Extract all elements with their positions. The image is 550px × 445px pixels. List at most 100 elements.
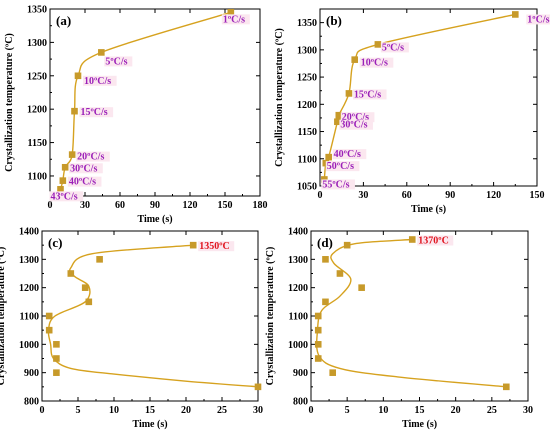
x-tick-label: 30: [523, 405, 533, 416]
y-tick-label: 1100: [289, 312, 308, 323]
panel-label: (b): [326, 13, 342, 28]
x-axis-label: Time (s): [132, 419, 167, 430]
data-point: [335, 111, 343, 119]
y-tick-label: 900: [24, 368, 39, 379]
data-point: [68, 151, 76, 158]
y-tick-label: 800: [293, 397, 308, 408]
plot-frame: [310, 230, 529, 402]
cooling-rate-label: 30ºC/s: [340, 120, 367, 131]
y-tick-label: 1350: [297, 18, 317, 29]
x-tick-label: 60: [115, 200, 125, 211]
rate-label-bg: [339, 119, 373, 130]
y-tick-label: 1300: [19, 255, 39, 266]
cooling-rate-label: 10ºC/s: [84, 76, 111, 87]
x-tick-label: 20: [451, 405, 461, 416]
x-tick-label: 5: [345, 405, 350, 416]
y-axis-label: Crystallization temperature (ºC): [0, 247, 7, 386]
rate-label-bg: [221, 14, 250, 25]
x-tick-label: 0: [40, 405, 45, 416]
rate-label-bg: [526, 14, 550, 25]
x-tick-label: 20: [181, 405, 191, 416]
data-point: [71, 107, 78, 115]
data-point: [67, 270, 75, 277]
rate-label-bg: [340, 112, 375, 123]
cooling-rate-label: 15ºC/s: [81, 107, 108, 118]
y-tick-label: 1100: [28, 171, 47, 182]
rate-label-bg: [325, 161, 360, 172]
data-point: [503, 383, 510, 391]
rate-label-bg: [67, 176, 102, 187]
chart-panel-b: 0 30 60 90 120 150 1050 1100 1150 1200 1250 1300 135…: [274, 8, 550, 215]
rate-label-bg: [352, 89, 387, 100]
y-tick-label: 1300: [297, 45, 317, 56]
x-axis-label: Time (s): [137, 214, 172, 225]
chart-panel-d: 0 5 10 15 20 25 30 800 900 1000 1100 1200 1300 1400 Ti…: [265, 227, 533, 431]
y-tick-label: 1000: [19, 340, 39, 351]
y-tick-label: 1050: [297, 182, 317, 193]
y-tick-label: 1150: [28, 138, 47, 149]
x-tick-label: 0: [309, 405, 314, 416]
x-tick-label: 15: [415, 405, 425, 416]
cooling-rate-label: 43ºC/s: [51, 191, 78, 202]
rate-label-bg: [83, 75, 117, 86]
x-tick-label: 90: [150, 200, 160, 211]
x-tick-label: 15: [145, 405, 155, 416]
temp-label-bg: [417, 235, 454, 246]
data-point: [227, 9, 235, 16]
y-tick-label: 1400: [19, 227, 39, 238]
x-tick-label: 30: [80, 200, 90, 211]
cooling-rate-label: 1ºC/s: [527, 14, 549, 25]
x-tick-label: 120: [486, 190, 501, 201]
y-tick-label: 1300: [27, 38, 47, 49]
x-axis-label: Time (s): [411, 204, 446, 215]
x-tick-label: 120: [183, 200, 198, 211]
y-tick-label: 1250: [27, 71, 47, 82]
data-point: [74, 72, 82, 80]
data-point: [512, 11, 519, 18]
data-point: [45, 312, 53, 320]
data-point: [85, 298, 93, 306]
y-tick-label: 900: [293, 368, 308, 379]
data-point: [314, 312, 322, 320]
x-tick-label: 30: [358, 190, 368, 201]
y-tick-label: 1100: [298, 154, 317, 165]
plot-frame: [41, 230, 259, 402]
data-point: [59, 177, 67, 184]
rate-label-bg: [79, 107, 114, 118]
data-point: [374, 41, 382, 48]
rate-label-bg: [321, 179, 355, 190]
cooling-rate-label: 40ºC/s: [334, 149, 361, 160]
x-tick-label: 150: [530, 190, 545, 201]
cooling-rate-label: 1ºC/s: [223, 14, 245, 25]
x-tick-label: 60: [402, 190, 412, 201]
y-tick-label: 1100: [20, 312, 39, 323]
cooling-rate-label: 40ºC/s: [69, 177, 96, 188]
data-point: [322, 256, 329, 263]
data-point: [96, 256, 103, 263]
data-point: [61, 163, 69, 171]
cooling-rate-label: 5ºC/s: [382, 42, 404, 53]
cooling-rate-label: 15ºC/s: [354, 89, 381, 100]
data-point: [408, 236, 416, 243]
cooling-rate-label: 10ºC/s: [361, 58, 388, 69]
rate-label-bg: [69, 163, 103, 174]
cooling-rate-label: 5ºC/s: [105, 56, 127, 67]
temp-label-bg: [198, 241, 235, 252]
x-tick-label: 25: [487, 405, 497, 416]
y-tick-label: 1200: [288, 283, 308, 294]
rate-label-bg: [49, 191, 84, 202]
rate-label-bg: [359, 57, 394, 68]
data-point: [322, 298, 329, 306]
data-point: [329, 369, 336, 376]
x-axis-label: Time (s): [402, 419, 437, 430]
cooling-rate-label: 55ºC/s: [322, 179, 349, 190]
y-axis-label: Crystallization temperature (ºC): [274, 28, 285, 167]
data-point: [254, 383, 262, 391]
y-axis-label: Crystallization temperature (ºC): [4, 33, 15, 172]
data-point: [336, 270, 344, 277]
x-tick-label: 30: [253, 405, 263, 416]
chart-panel-c: 0 5 10 15 20 25 30 800 900 1000 1100 1200 1300 1400 Ti…: [0, 227, 263, 431]
data-point: [81, 284, 89, 291]
x-tick-label: 150: [218, 200, 233, 211]
